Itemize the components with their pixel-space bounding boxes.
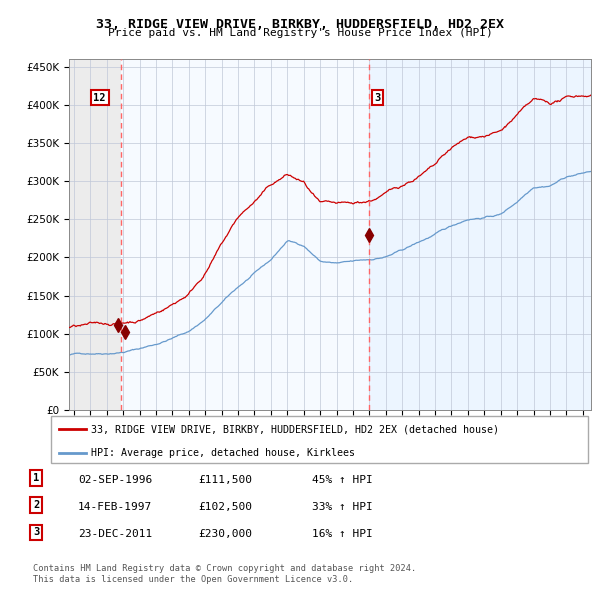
Text: 12: 12 [94,93,106,103]
Text: 02-SEP-1996: 02-SEP-1996 [78,475,152,485]
Text: £111,500: £111,500 [198,475,252,485]
Text: 3: 3 [33,527,39,537]
Text: 16% ↑ HPI: 16% ↑ HPI [312,529,373,539]
Text: Price paid vs. HM Land Registry's House Price Index (HPI): Price paid vs. HM Land Registry's House … [107,28,493,38]
Bar [69,59,121,410]
Bar [369,59,591,410]
Text: HPI: Average price, detached house, Kirklees: HPI: Average price, detached house, Kirk… [91,448,355,458]
Text: 1: 1 [33,473,39,483]
Text: 33, RIDGE VIEW DRIVE, BIRKBY, HUDDERSFIELD, HD2 2EX: 33, RIDGE VIEW DRIVE, BIRKBY, HUDDERSFIE… [96,18,504,31]
Text: Contains HM Land Registry data © Crown copyright and database right 2024.: Contains HM Land Registry data © Crown c… [33,565,416,573]
Text: 23-DEC-2011: 23-DEC-2011 [78,529,152,539]
Text: £230,000: £230,000 [198,529,252,539]
Text: 2: 2 [33,500,39,510]
Bar [121,59,369,410]
Text: 3: 3 [374,93,380,103]
Text: 33% ↑ HPI: 33% ↑ HPI [312,502,373,512]
Text: 33, RIDGE VIEW DRIVE, BIRKBY, HUDDERSFIELD, HD2 2EX (detached house): 33, RIDGE VIEW DRIVE, BIRKBY, HUDDERSFIE… [91,424,499,434]
Text: This data is licensed under the Open Government Licence v3.0.: This data is licensed under the Open Gov… [33,575,353,584]
Text: £102,500: £102,500 [198,502,252,512]
Text: 45% ↑ HPI: 45% ↑ HPI [312,475,373,485]
Text: 14-FEB-1997: 14-FEB-1997 [78,502,152,512]
